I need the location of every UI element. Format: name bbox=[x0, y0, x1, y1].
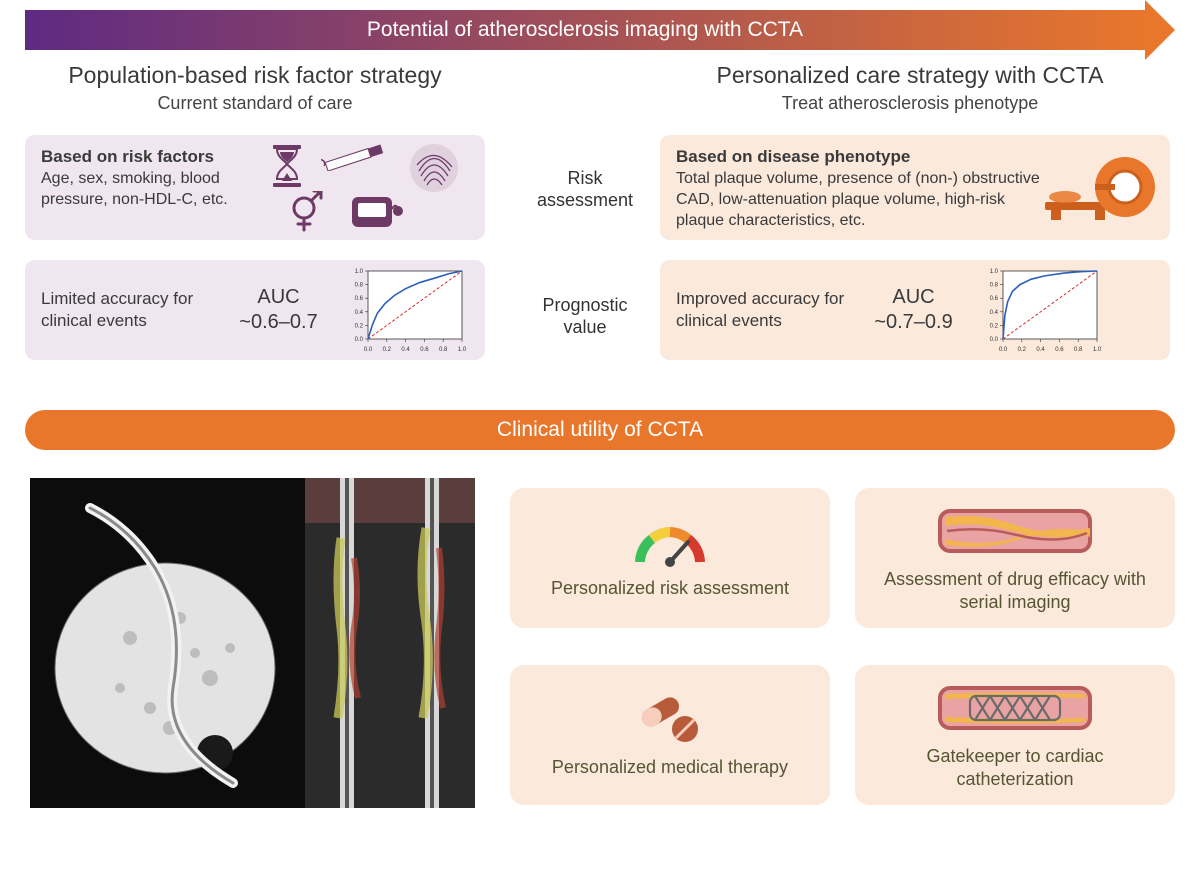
risk-left-body: Age, sex, smoking, blood pressure, non-H… bbox=[41, 169, 266, 211]
svg-text:0.8: 0.8 bbox=[439, 347, 448, 353]
top-banner-arrowhead bbox=[1145, 0, 1175, 60]
tile-gatekeeper: Gatekeeper to cardiac catheterization bbox=[855, 665, 1175, 805]
center-label-risk: Risk assessment bbox=[500, 168, 670, 211]
risk-box-left: Based on risk factors Age, sex, smoking,… bbox=[25, 135, 485, 240]
svg-text:1.0: 1.0 bbox=[990, 269, 999, 275]
left-column-header: Population-based risk factor strategy Cu… bbox=[25, 62, 485, 114]
artery-stent-icon bbox=[935, 680, 1095, 735]
svg-text:0.8: 0.8 bbox=[355, 283, 364, 289]
prog-box-right: Improved accuracy for clinical events AU… bbox=[660, 260, 1170, 360]
right-column-header: Personalized care strategy with CCTA Tre… bbox=[660, 62, 1160, 114]
svg-text:0.6: 0.6 bbox=[990, 296, 999, 302]
roc-plot-left: 0.00.0 0.2 0.2 0.4 0.4 0.6 0.6 0.8 0.8 1.0 1.0 bbox=[346, 267, 466, 353]
svg-text:0.0: 0.0 bbox=[355, 337, 364, 343]
svg-text:0.4: 0.4 bbox=[401, 347, 410, 353]
risk-left-title: Based on risk factors bbox=[41, 147, 266, 167]
svg-text:0.4: 0.4 bbox=[355, 310, 364, 316]
svg-text:0.2: 0.2 bbox=[1018, 347, 1027, 353]
svg-text:0.0: 0.0 bbox=[364, 347, 373, 353]
svg-text:0.2: 0.2 bbox=[355, 323, 364, 329]
svg-text:0.8: 0.8 bbox=[990, 283, 999, 289]
svg-text:0.6: 0.6 bbox=[355, 296, 364, 302]
right-column-title: Personalized care strategy with CCTA bbox=[660, 62, 1160, 89]
tile-c-label: Assessment of drug efficacy with serial … bbox=[867, 568, 1163, 613]
svg-text:0.4: 0.4 bbox=[1036, 347, 1045, 353]
prog-box-left: Limited accuracy for clinical events AUC… bbox=[25, 260, 485, 360]
svg-text:0.0: 0.0 bbox=[990, 337, 999, 343]
ct-scanner-icon bbox=[1045, 147, 1155, 227]
tile-a-label: Personalized risk assessment bbox=[551, 577, 789, 600]
tile-risk-assessment: Personalized risk assessment bbox=[510, 488, 830, 628]
bp-monitor-icon bbox=[350, 189, 405, 234]
top-banner-label: Potential of atherosclerosis imaging wit… bbox=[25, 10, 1145, 50]
prog-right-text: Improved accuracy for clinical events bbox=[676, 288, 846, 332]
left-column-title: Population-based risk factor strategy bbox=[25, 62, 485, 89]
svg-text:1.0: 1.0 bbox=[1093, 347, 1101, 353]
gauge-icon bbox=[630, 517, 710, 567]
tile-b-label: Personalized medical therapy bbox=[552, 756, 788, 779]
right-column-subtitle: Treat atherosclerosis phenotype bbox=[660, 93, 1160, 114]
roc-plot-right: 0.00.0 0.2 0.2 0.4 0.4 0.6 0.6 0.8 0.8 1.0 1.0 bbox=[981, 267, 1101, 353]
svg-text:0.6: 0.6 bbox=[420, 347, 429, 353]
cigarette-icon bbox=[320, 143, 390, 171]
risk-box-right: Based on disease phenotype Total plaque … bbox=[660, 135, 1170, 240]
tile-drug-efficacy: Assessment of drug efficacy with serial … bbox=[855, 488, 1175, 628]
svg-text:0.6: 0.6 bbox=[1055, 347, 1064, 353]
ccta-axial-view bbox=[30, 478, 305, 808]
svg-text:1.0: 1.0 bbox=[355, 269, 364, 275]
left-column-subtitle: Current standard of care bbox=[25, 93, 485, 114]
pills-icon bbox=[635, 691, 705, 746]
svg-text:0.8: 0.8 bbox=[1074, 347, 1083, 353]
tile-medical-therapy: Personalized medical therapy bbox=[510, 665, 830, 805]
ccta-scan-panel bbox=[30, 478, 475, 808]
svg-text:0.4: 0.4 bbox=[990, 310, 999, 316]
prog-left-text: Limited accuracy for clinical events bbox=[41, 288, 211, 332]
fingerprint-icon bbox=[407, 141, 462, 196]
top-banner: Potential of atherosclerosis imaging wit… bbox=[25, 10, 1175, 50]
svg-text:1.0: 1.0 bbox=[458, 347, 466, 353]
tile-d-label: Gatekeeper to cardiac catheterization bbox=[867, 745, 1163, 790]
risk-factor-icons bbox=[265, 143, 475, 233]
prog-left-auc: AUC ~0.6–0.7 bbox=[231, 285, 326, 335]
section2-banner: Clinical utility of CCTA bbox=[25, 410, 1175, 450]
artery-plaque-icon bbox=[935, 503, 1095, 558]
svg-text:0.0: 0.0 bbox=[999, 347, 1008, 353]
male-female-icon bbox=[290, 191, 330, 236]
risk-right-body: Total plaque volume, presence of (non-) … bbox=[676, 169, 1046, 231]
prog-right-auc: AUC ~0.7–0.9 bbox=[866, 285, 961, 335]
ccta-long-view-2 bbox=[390, 478, 475, 808]
svg-text:0.2: 0.2 bbox=[990, 323, 999, 329]
risk-right-title: Based on disease phenotype bbox=[676, 147, 1046, 167]
ccta-long-view-1 bbox=[305, 478, 390, 808]
svg-text:0.2: 0.2 bbox=[383, 347, 392, 353]
center-label-prognostic: Prognostic value bbox=[500, 295, 670, 338]
hourglass-icon bbox=[270, 145, 304, 187]
